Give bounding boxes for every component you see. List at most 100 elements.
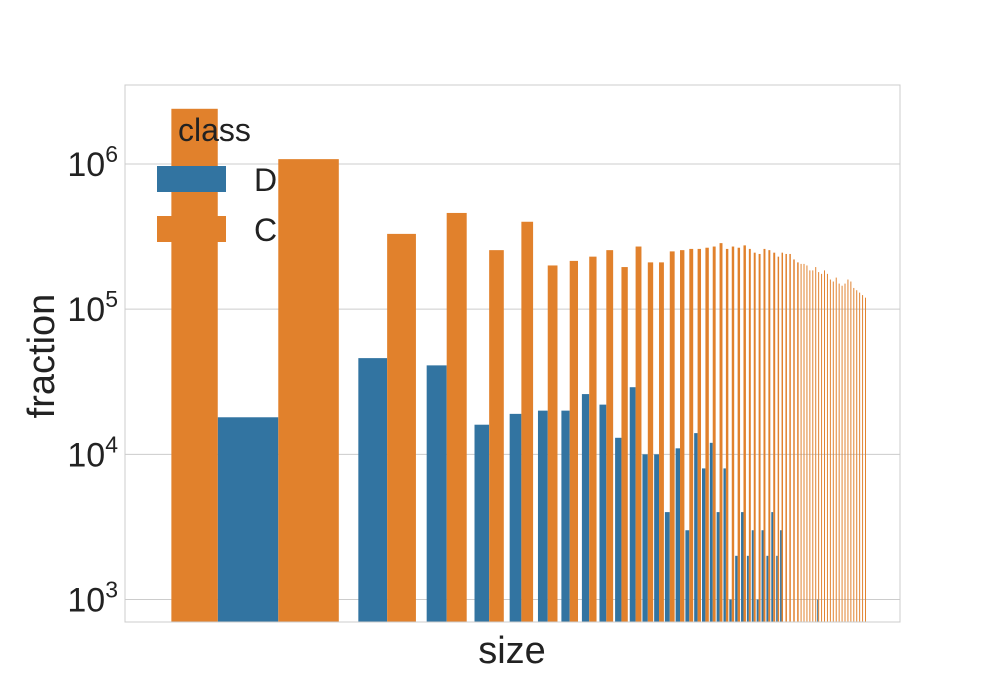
bar-d <box>561 410 570 622</box>
bar-d <box>723 468 726 622</box>
bar-c <box>829 279 831 622</box>
bar-d <box>729 599 732 622</box>
bar-c <box>725 248 729 623</box>
bar-c <box>838 283 840 622</box>
bar-d <box>615 437 622 622</box>
bar-d <box>664 512 670 622</box>
bar-c <box>753 252 756 623</box>
bar-c <box>689 248 694 623</box>
bar-c <box>171 108 218 622</box>
bar-c <box>809 270 811 622</box>
bar-d <box>746 555 749 622</box>
bar-c <box>748 248 751 623</box>
bar-c <box>862 295 864 622</box>
bar-d <box>642 454 648 622</box>
bar-c <box>647 262 654 622</box>
bar-c <box>859 292 861 622</box>
bar-c <box>589 256 597 622</box>
bar-c <box>806 265 808 622</box>
bar-c <box>789 253 791 622</box>
bar-c <box>797 262 799 622</box>
bar-c <box>743 245 746 622</box>
y-tick-label: 106 <box>67 141 118 184</box>
bar-c <box>446 212 467 622</box>
bar-c <box>785 253 787 622</box>
bar-d <box>426 365 447 622</box>
bar-c <box>489 250 504 622</box>
bar-d <box>716 512 720 622</box>
bar-c <box>832 281 834 622</box>
bar-c <box>768 250 771 622</box>
bar-d <box>761 530 764 622</box>
bar-d <box>694 433 698 622</box>
bar-c <box>680 250 685 622</box>
bar-c <box>826 273 828 622</box>
bar-d <box>474 424 490 622</box>
bar-d <box>771 512 774 622</box>
bar-c <box>659 262 664 622</box>
bar-c <box>844 283 846 622</box>
x-axis-label: size <box>478 630 546 672</box>
bar-c <box>812 270 814 622</box>
bar-d <box>766 555 769 622</box>
bar-c <box>547 265 558 622</box>
legend-swatch-d <box>157 166 226 192</box>
bar-c <box>697 248 702 623</box>
bar-d <box>756 599 759 622</box>
y-tick-label: 105 <box>67 286 118 329</box>
bar-c <box>803 263 805 622</box>
bar-c <box>781 252 784 623</box>
legend: class DC <box>157 112 277 248</box>
bar-c <box>712 246 716 622</box>
plot-frame <box>124 84 901 623</box>
bar-c <box>763 248 766 623</box>
bar-d <box>741 512 744 622</box>
bar-c <box>606 250 614 622</box>
bar-c <box>853 287 855 622</box>
bar-d <box>599 404 607 622</box>
bar-c <box>669 251 675 622</box>
bar-c <box>635 246 642 622</box>
bar-c <box>850 281 852 622</box>
bar-d <box>654 454 660 622</box>
y-tick-labels: 103 104 105 106 <box>67 141 118 620</box>
bar-c <box>737 247 741 622</box>
y-tick-label: 103 <box>67 577 118 620</box>
bar-d <box>675 448 681 622</box>
bar-c <box>705 247 709 622</box>
legend-swatch-c <box>157 216 226 242</box>
bar-d <box>358 358 388 622</box>
series-d-bars <box>217 358 819 622</box>
bar-d <box>780 530 782 622</box>
bar-d <box>537 410 548 622</box>
bar-c <box>847 279 849 622</box>
bar-c <box>835 277 837 622</box>
bar-c <box>731 246 735 622</box>
bar-d <box>217 417 279 622</box>
bar-c <box>758 253 761 622</box>
bar-c <box>815 267 817 622</box>
series-c-bars <box>171 108 866 623</box>
bar-d <box>709 442 713 622</box>
legend-label-c: C <box>254 212 277 248</box>
bar-c <box>569 260 578 622</box>
bar-d <box>685 530 690 622</box>
y-tick-label: 104 <box>67 431 118 474</box>
bar-c <box>824 270 825 622</box>
bar-d <box>817 599 819 622</box>
bar-c <box>865 297 866 622</box>
bar-c <box>719 243 723 622</box>
bar-c <box>521 221 534 622</box>
bar-c <box>821 273 823 622</box>
bar-d <box>581 394 590 622</box>
bar-c <box>387 233 416 622</box>
bar-c <box>856 290 858 622</box>
bar-d <box>735 555 738 622</box>
bar-c <box>278 159 339 623</box>
bar-d <box>629 387 636 622</box>
bar-c <box>793 259 795 622</box>
legend-title: class <box>178 112 251 148</box>
bar-d <box>701 468 706 622</box>
bar-d <box>509 413 522 622</box>
